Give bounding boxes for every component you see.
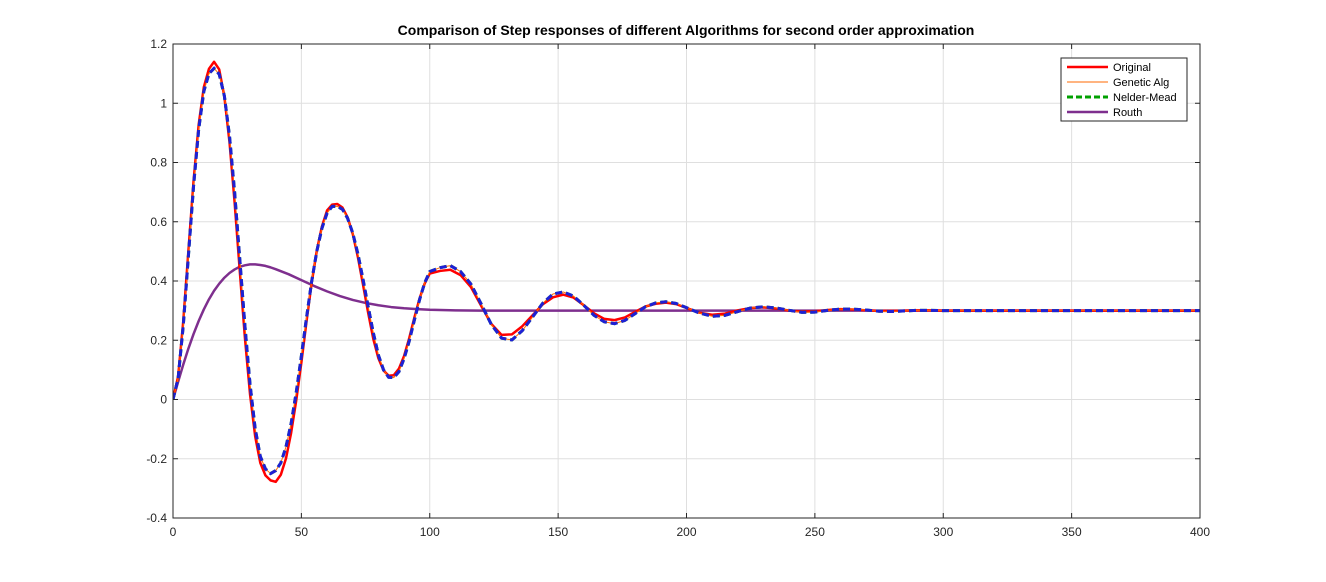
y-tick-label: 0 xyxy=(160,393,167,407)
y-tick-label: 1 xyxy=(160,96,167,110)
x-tick-label: 50 xyxy=(295,525,309,539)
legend-label-routh: Routh xyxy=(1113,107,1142,119)
y-tick-label: 0.6 xyxy=(150,215,167,229)
chart-title: Comparison of Step responses of differen… xyxy=(398,22,975,38)
legend[interactable]: Original Genetic Alg Nelder-Mead Routh xyxy=(1061,58,1187,121)
legend-label-nelder-mead: Nelder-Mead xyxy=(1113,92,1177,104)
x-tick-label: 100 xyxy=(420,525,440,539)
y-tick-label: 0.2 xyxy=(150,333,167,347)
x-tick-label: 200 xyxy=(676,525,696,539)
legend-label-genetic-alg: Genetic Alg xyxy=(1113,77,1169,89)
x-tick-label: 400 xyxy=(1190,525,1210,539)
x-tick-label: 350 xyxy=(1062,525,1082,539)
y-tick-label: 0.4 xyxy=(150,274,167,288)
legend-label-original: Original xyxy=(1113,62,1151,74)
x-tick-label: 150 xyxy=(548,525,568,539)
y-tick-label: -0.4 xyxy=(146,511,167,525)
x-tick-label: 0 xyxy=(170,525,177,539)
x-tick-label: 300 xyxy=(933,525,953,539)
x-tick-label: 250 xyxy=(805,525,825,539)
y-tick-label: 0.8 xyxy=(150,156,167,170)
y-tick-label: -0.2 xyxy=(146,452,167,466)
y-tick-label: 1.2 xyxy=(150,37,167,51)
